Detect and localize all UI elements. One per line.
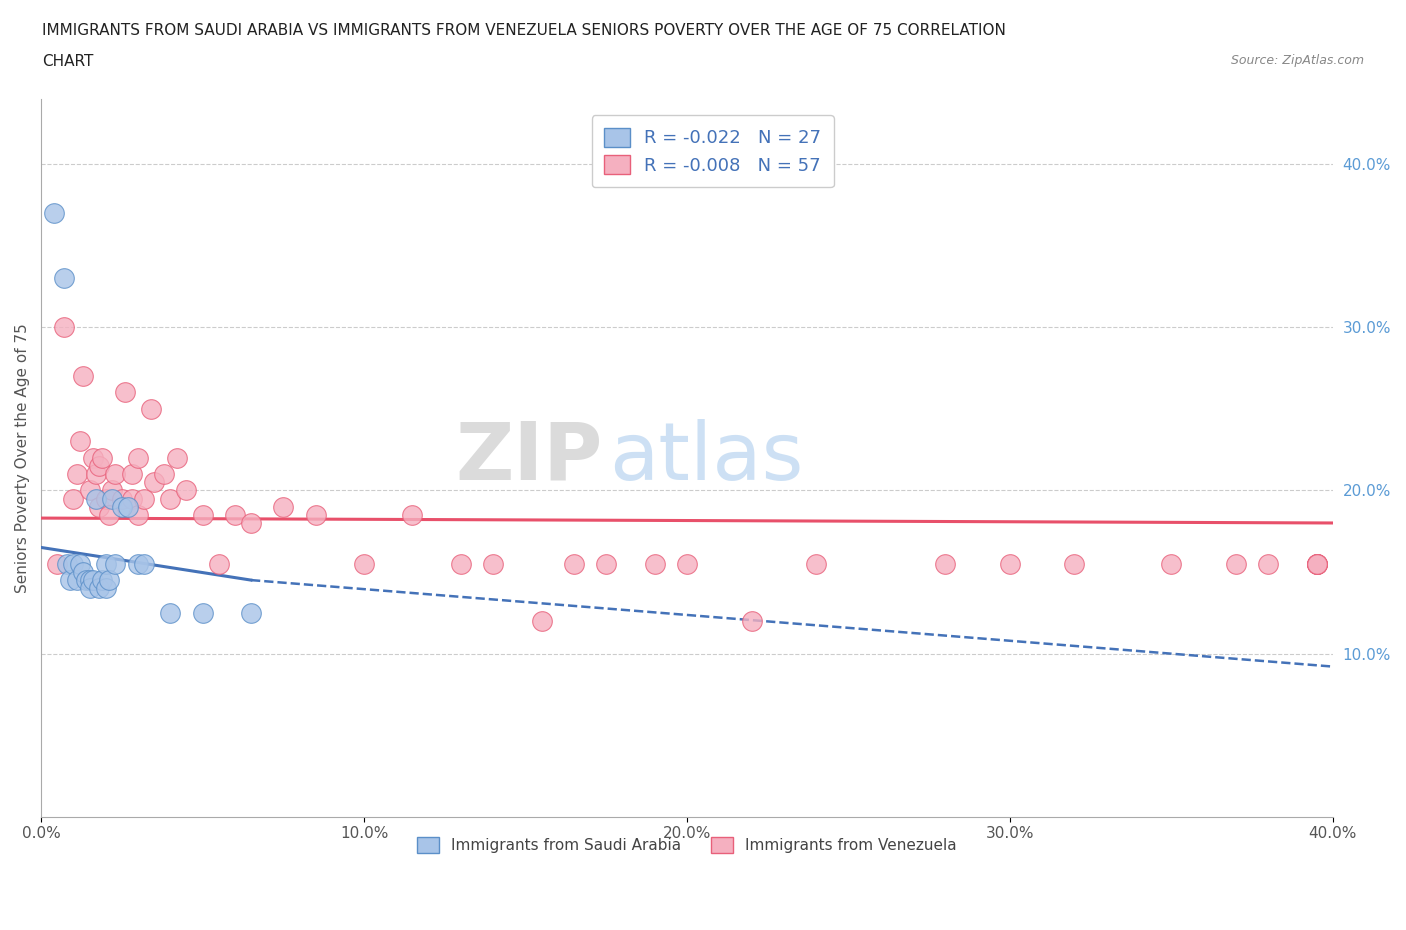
Point [1225, 556, 1247, 571]
Text: CHART: CHART [42, 54, 94, 69]
Point [482, 556, 505, 571]
Point [1305, 556, 1327, 571]
Point [104, 467, 127, 482]
Point [56, 556, 79, 571]
Point [166, 450, 188, 465]
Point [998, 556, 1021, 571]
Point [46, 556, 69, 571]
Point [134, 556, 156, 571]
Point [97, 508, 120, 523]
Point [224, 508, 246, 523]
Point [271, 499, 294, 514]
Point [89, 499, 111, 514]
Legend: Immigrants from Saudi Arabia, Immigrants from Venezuela: Immigrants from Saudi Arabia, Immigrants… [411, 831, 963, 859]
Point [153, 467, 176, 482]
Point [94, 491, 117, 506]
Point [530, 614, 553, 629]
Point [91, 450, 114, 465]
Point [121, 467, 143, 482]
Point [1305, 556, 1327, 571]
Text: Source: ZipAtlas.com: Source: ZipAtlas.com [1230, 54, 1364, 67]
Point [353, 556, 375, 571]
Point [676, 556, 699, 571]
Y-axis label: Seniors Poverty Over the Age of 75: Seniors Poverty Over the Age of 75 [15, 323, 30, 592]
Point [82, 573, 104, 588]
Point [97, 573, 120, 588]
Point [934, 556, 956, 571]
Point [127, 450, 149, 465]
Point [127, 556, 149, 571]
Point [741, 614, 763, 629]
Point [84, 467, 107, 482]
Point [94, 581, 117, 596]
Point [139, 402, 162, 417]
Point [1305, 556, 1327, 571]
Point [84, 491, 107, 506]
Point [1305, 556, 1327, 571]
Point [72, 565, 94, 579]
Point [79, 483, 101, 498]
Point [62, 491, 84, 506]
Point [240, 515, 263, 530]
Point [111, 499, 134, 514]
Point [94, 556, 117, 571]
Point [595, 556, 617, 571]
Point [42, 206, 65, 220]
Point [59, 573, 82, 588]
Point [159, 605, 181, 620]
Point [1257, 556, 1279, 571]
Point [644, 556, 666, 571]
Point [143, 474, 166, 489]
Point [117, 499, 139, 514]
Point [111, 491, 134, 506]
Point [450, 556, 472, 571]
Point [1305, 556, 1327, 571]
Point [191, 605, 214, 620]
Point [52, 320, 75, 335]
Point [52, 271, 75, 286]
Point [79, 573, 101, 588]
Point [191, 508, 214, 523]
Point [101, 483, 124, 498]
Point [62, 556, 84, 571]
Point [101, 491, 124, 506]
Point [304, 508, 326, 523]
Point [562, 556, 585, 571]
Point [401, 508, 423, 523]
Point [66, 467, 89, 482]
Point [89, 581, 111, 596]
Point [66, 573, 89, 588]
Point [159, 491, 181, 506]
Text: ZIP: ZIP [456, 418, 603, 497]
Point [72, 368, 94, 383]
Point [114, 385, 136, 400]
Point [134, 491, 156, 506]
Text: IMMIGRANTS FROM SAUDI ARABIA VS IMMIGRANTS FROM VENEZUELA SENIORS POVERTY OVER T: IMMIGRANTS FROM SAUDI ARABIA VS IMMIGRAN… [42, 23, 1007, 38]
Point [69, 434, 91, 449]
Point [208, 556, 231, 571]
Point [104, 556, 127, 571]
Point [79, 581, 101, 596]
Point [1063, 556, 1085, 571]
Point [75, 573, 97, 588]
Point [82, 450, 104, 465]
Point [127, 508, 149, 523]
Point [804, 556, 827, 571]
Point [91, 573, 114, 588]
Point [121, 491, 143, 506]
Text: atlas: atlas [609, 418, 804, 497]
Point [176, 483, 198, 498]
Point [1160, 556, 1182, 571]
Point [89, 458, 111, 473]
Point [69, 556, 91, 571]
Point [240, 605, 263, 620]
